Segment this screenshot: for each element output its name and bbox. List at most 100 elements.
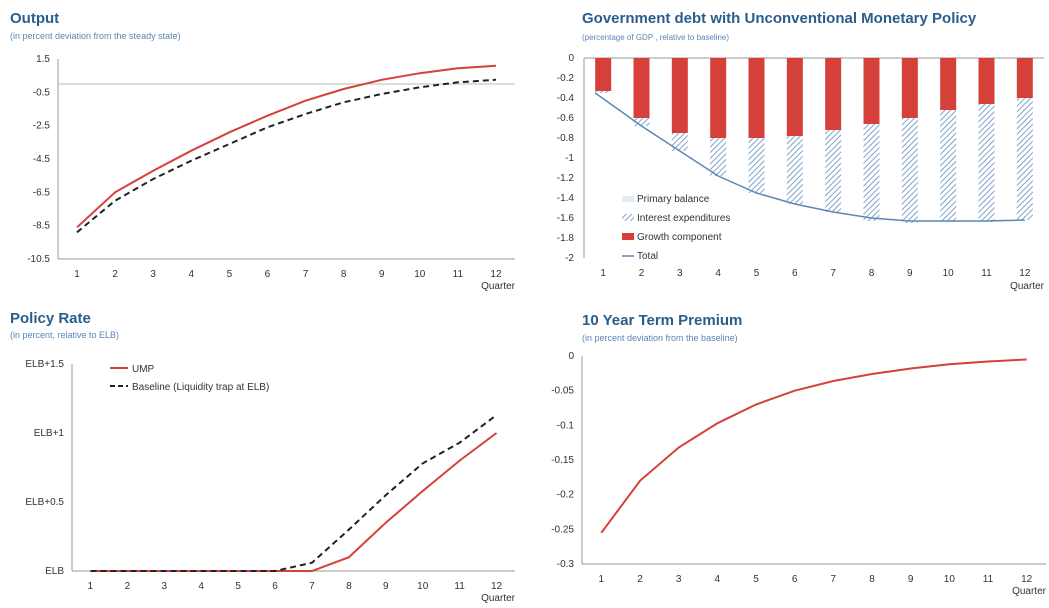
legend-label-total: Total	[637, 251, 658, 262]
y-tick-label: ELB+0.5	[25, 497, 64, 508]
y-tick-label: -8.5	[33, 221, 51, 232]
x-tick-label: 2	[639, 268, 645, 279]
chart-subtitle-output: (in percent deviation from the steady st…	[10, 31, 181, 41]
bar-growth-component	[825, 58, 842, 130]
x-tick-label: 2	[112, 269, 118, 280]
x-tick-label: 4	[715, 268, 721, 279]
x-tick-label: 1	[599, 574, 605, 585]
legend-label-growth: Growth component	[637, 232, 722, 243]
chart-subtitle-government-debt: (percentage of GDP , relative to baselin…	[582, 33, 730, 42]
x-tick-label: 8	[341, 269, 347, 280]
chart-term-premium: 0-0.05-0.1-0.15-0.2-0.25-0.31 2 3 4 5 6 7 8 9 10 1…	[551, 351, 1047, 597]
legend-label-primary-balance: Primary balance	[637, 194, 710, 205]
bar-growth-component	[940, 58, 957, 110]
x-tick-label: 3	[162, 581, 168, 592]
x-tick-label: 10	[414, 269, 426, 280]
y-tick-label: -1.6	[557, 213, 575, 224]
x-tick-label: 2	[125, 581, 131, 592]
y-tick-label: -1.4	[557, 193, 575, 204]
x-tick-label: 6	[792, 268, 798, 279]
x-tick-label: 9	[383, 581, 389, 592]
bar-growth-component	[748, 58, 765, 138]
x-tick-label: 11	[981, 268, 992, 279]
x-tick-label: 10	[943, 268, 955, 279]
y-tick-label: -0.2	[557, 73, 575, 84]
chart-subtitle-policy-rate: (in percent, relative to ELB)	[10, 330, 120, 340]
x-tick-label: 1	[600, 268, 606, 279]
series-line-solid	[76, 64, 497, 229]
y-tick-label: 0	[568, 53, 574, 64]
x-tick-label: 3	[676, 574, 682, 585]
x-axis-title: Quarter	[481, 593, 516, 604]
y-tick-label: 0	[568, 351, 574, 362]
series-line-solid	[600, 358, 1027, 534]
y-tick-label: ELB+1.5	[25, 359, 64, 370]
x-tick-label: 12	[1021, 574, 1033, 585]
y-tick-label: ELB+1	[34, 428, 65, 439]
bar-interest-expenditures	[633, 118, 650, 126]
bar-interest-expenditures	[825, 130, 842, 212]
bar-interest-expenditures	[901, 118, 918, 223]
x-tick-label: 10	[944, 574, 956, 585]
chart-title-output: Output	[10, 10, 60, 27]
legend-label-ump: UMP	[132, 364, 155, 375]
x-tick-label: 5	[227, 269, 233, 280]
legend-label-interest: Interest expenditures	[637, 213, 730, 224]
y-tick-label: -2.5	[33, 121, 51, 132]
chart-title-policy-rate: Policy Rate	[10, 310, 91, 327]
bar-interest-expenditures	[671, 133, 688, 151]
x-tick-label: 5	[753, 574, 759, 585]
y-tick-label: -0.4	[557, 93, 575, 104]
bar-growth-component	[671, 58, 688, 133]
chart-output: 1.5-0.5-2.5-4.5-6.5-8.5-10.51 2 3 4 5 6 7 8 9 10 1…	[27, 54, 516, 292]
x-tick-label: 4	[715, 574, 721, 585]
x-tick-label: 12	[1019, 268, 1031, 279]
bar-interest-expenditures	[1016, 98, 1033, 220]
x-tick-label: 11	[983, 574, 994, 585]
y-tick-label: -1.8	[557, 233, 575, 244]
x-tick-label: 3	[677, 268, 683, 279]
x-tick-label: 3	[150, 269, 156, 280]
x-tick-label: 5	[235, 581, 241, 592]
y-tick-label: -0.2	[557, 490, 575, 501]
x-tick-label: 9	[379, 269, 385, 280]
chart-government-debt: 0-0.2-0.4-0.6-0.8-1-1.2-1.4-1.6-1.8-21 2 3…	[557, 53, 1045, 292]
series-line-ump	[90, 432, 498, 572]
bar-interest-expenditures	[710, 138, 727, 176]
x-tick-label: 9	[908, 574, 914, 585]
bar-growth-component	[633, 58, 650, 118]
x-tick-label: 7	[830, 268, 836, 279]
x-tick-label: 7	[831, 574, 837, 585]
bar-growth-component	[786, 58, 803, 136]
x-tick-label: 4	[198, 581, 204, 592]
series-line-total	[594, 92, 1025, 222]
y-tick-label: -4.5	[33, 154, 51, 165]
chart-subtitle-term-premium: (in percent deviation from the baseline)	[582, 333, 738, 343]
x-axis-title: Quarter	[1012, 586, 1047, 597]
x-axis-title: Quarter	[481, 281, 516, 292]
y-tick-label: -2	[565, 253, 574, 264]
x-tick-label: 6	[272, 581, 278, 592]
y-tick-label: ELB	[45, 566, 64, 577]
x-tick-label: 8	[869, 574, 875, 585]
y-tick-label: -0.6	[557, 113, 575, 124]
y-tick-label: -0.05	[551, 386, 574, 397]
y-tick-label: -0.15	[551, 455, 574, 466]
bar-growth-component	[595, 58, 612, 91]
y-tick-label: 1.5	[36, 54, 50, 65]
x-axis-title: Quarter	[1010, 281, 1045, 292]
x-tick-label: 8	[346, 581, 352, 592]
y-tick-label: -0.25	[551, 524, 574, 535]
bar-growth-component	[863, 58, 880, 124]
bar-interest-expenditures	[786, 136, 803, 204]
y-tick-label: -0.1	[557, 420, 575, 431]
x-tick-label: 7	[309, 581, 315, 592]
legend-label-baseline: Baseline (Liquidity trap at ELB)	[132, 382, 269, 393]
y-tick-label: -0.3	[557, 559, 575, 570]
legend-swatch-interest	[622, 214, 634, 221]
bar-growth-component	[901, 58, 918, 118]
x-tick-label: 2	[637, 574, 643, 585]
x-tick-label: 12	[491, 581, 503, 592]
x-tick-label: 10	[417, 581, 429, 592]
